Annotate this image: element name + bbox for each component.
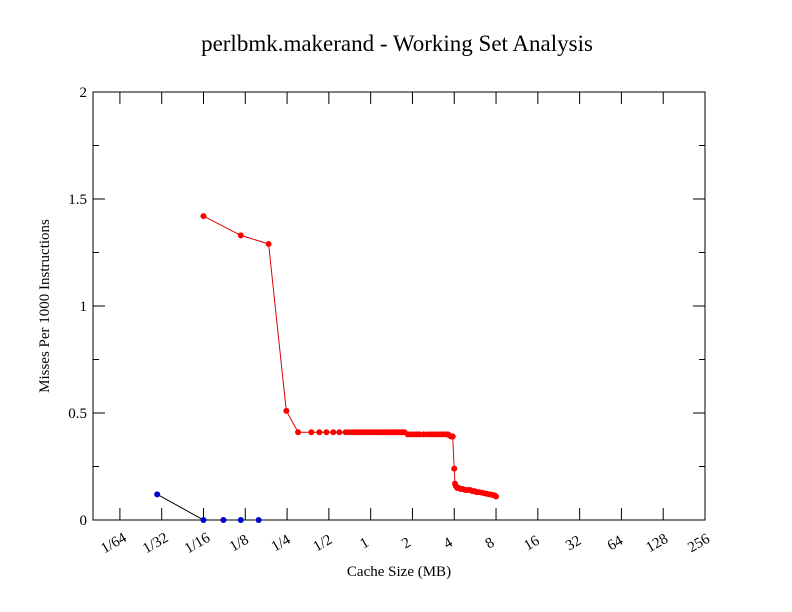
data-point-red xyxy=(308,429,315,436)
x-tick-label: 8 xyxy=(483,535,497,553)
x-tick-label: 128 xyxy=(643,531,670,556)
plot-frame xyxy=(92,91,706,521)
y-tick-label: 1 xyxy=(80,299,88,315)
data-point-blue xyxy=(220,517,227,523)
x-tick-label: 32 xyxy=(563,533,584,554)
series-group xyxy=(154,213,500,523)
y-tick-label: 0.5 xyxy=(68,406,87,422)
x-tick-label: 1/8 xyxy=(227,532,252,555)
data-point-blue xyxy=(200,517,207,523)
x-tick-label: 256 xyxy=(685,531,713,556)
data-point-blue xyxy=(255,517,262,523)
x-axis-label: Cache Size (MB) xyxy=(347,564,451,580)
series-line-blue xyxy=(156,493,259,521)
series-line-red xyxy=(203,215,497,497)
x-tick-label: 2 xyxy=(399,535,413,553)
data-point-red xyxy=(295,429,302,436)
x-tick-label: 1/2 xyxy=(311,532,336,555)
y-tick-label: 1.5 xyxy=(68,192,87,208)
y-axis-label: Misses Per 1000 Instructions xyxy=(37,219,53,393)
x-tick-label: 1/32 xyxy=(140,530,171,557)
data-point-red xyxy=(493,493,500,500)
chart-title: perlbmk.makerand - Working Set Analysis xyxy=(201,31,593,56)
data-point-red xyxy=(449,433,456,440)
data-point-red xyxy=(330,429,337,436)
x-tick-label: 4 xyxy=(441,534,456,552)
data-point-red xyxy=(237,232,244,239)
x-tick-label: 16 xyxy=(521,533,542,555)
data-point-red xyxy=(451,465,458,472)
data-point-red xyxy=(283,407,290,414)
data-point-red xyxy=(336,429,343,436)
axis-ticks: 1/64 1/32 1/16 1/8 1/4 1/2 1 2 4 8 16 32 64 128 256 0 0.… xyxy=(68,85,713,557)
data-point-red xyxy=(265,240,272,247)
x-tick-label: 1/4 xyxy=(269,532,294,556)
data-point-red xyxy=(200,213,207,220)
x-tick-label: 64 xyxy=(605,533,626,555)
data-point-red xyxy=(316,429,323,436)
y-tick-label: 2 xyxy=(80,85,88,101)
data-point-blue xyxy=(237,517,244,523)
data-point-blue xyxy=(154,491,161,498)
x-tick-label: 1/64 xyxy=(98,530,130,557)
y-tick-label: 0 xyxy=(80,513,88,529)
x-tick-label: 1 xyxy=(357,535,371,553)
data-point-red xyxy=(323,429,330,436)
x-tick-label: 1/16 xyxy=(182,530,214,557)
